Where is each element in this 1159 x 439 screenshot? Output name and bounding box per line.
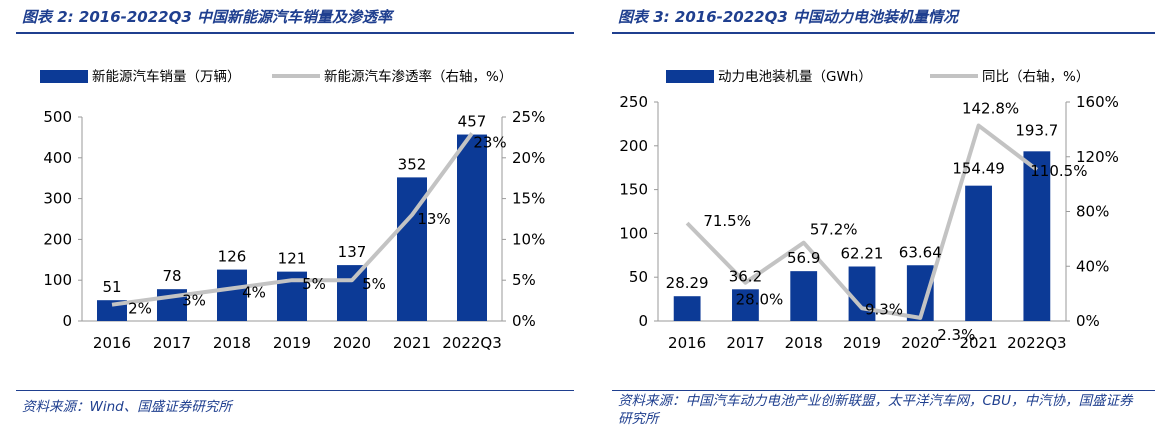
bar-value-label: 78: [162, 267, 181, 285]
source-note: 资料来源：中国汽车动力电池产业创新联盟，太平洋汽车网，CBU，中汽协，国盛证券研…: [618, 393, 1133, 427]
line-value-label: 2.3%: [937, 326, 975, 344]
y2-tick-label: 0%: [512, 312, 536, 330]
bar: [673, 296, 701, 321]
line-value-label: 3%: [182, 292, 206, 310]
bar-value-label: 56.9: [787, 249, 820, 267]
bar-value-label: 193.7: [1015, 121, 1058, 139]
bar-value-label: 36.2: [729, 267, 762, 285]
legend-bar-swatch: [40, 70, 88, 83]
y-tick-label: 0: [638, 312, 648, 330]
bar: [457, 134, 487, 321]
x-tick-label: 2020: [333, 334, 371, 352]
legend-line-label: 新能源汽车渗透率（右轴，%）: [324, 68, 512, 85]
x-tick-label: 2021: [959, 334, 997, 352]
line-value-label: 13%: [417, 210, 450, 228]
series-line: [111, 132, 474, 307]
x-tick-label: 2017: [726, 334, 764, 352]
x-tick-label: 2016: [668, 334, 706, 352]
line-value-label: 9.3%: [865, 300, 903, 318]
line-value-label: 5%: [362, 275, 386, 293]
bar-value-label: 62.21: [841, 245, 884, 263]
x-tick-label: 2019: [273, 334, 311, 352]
bar-value-label: 51: [102, 278, 121, 296]
y-tick-label: 400: [43, 149, 72, 167]
legend-line-label: 同比（右轴，%）: [982, 69, 1089, 85]
y2-tick-label: 10%: [512, 230, 545, 248]
x-tick-label: 2022Q3: [1007, 334, 1067, 352]
bar-value-label: 28.29: [666, 274, 709, 292]
line-value-label: 28.0%: [736, 291, 784, 309]
y-tick-label: 150: [619, 181, 648, 199]
x-tick-label: 2016: [93, 334, 131, 352]
y2-tick-label: 40%: [1076, 257, 1109, 275]
x-tick-label: 2017: [153, 334, 191, 352]
y-tick-label: 100: [43, 271, 72, 289]
x-tick-label: 2021: [393, 334, 431, 352]
y-tick-label: 0: [62, 312, 72, 330]
line-value-label: 5%: [302, 275, 326, 293]
bar: [732, 289, 759, 321]
y-tick-label: 200: [43, 230, 72, 248]
sales-chart: 新能源汽车销量（万辆） 新能源汽车渗透率（右轴，%） 0 100 200 300 400 50…: [40, 68, 545, 352]
y-tick-label: 300: [43, 190, 72, 208]
legend-bar-swatch: [666, 70, 714, 83]
line-value-label: 57.2%: [810, 221, 858, 239]
bar-value-label: 63.64: [899, 243, 942, 261]
y2-tick-label: 160%: [1076, 93, 1119, 111]
y2-tick-label: 20%: [512, 149, 545, 167]
title-rule: [16, 32, 574, 34]
bar-value-label: 126: [218, 248, 247, 266]
line-value-label: 142.8%: [962, 100, 1019, 118]
x-tick-label: 2019: [843, 334, 881, 352]
source-rule: [16, 390, 574, 391]
y2-tick-label: 80%: [1076, 203, 1109, 221]
x-tick-label: 2020: [901, 334, 939, 352]
source-rule: [612, 390, 1155, 391]
bar-value-label: 121: [278, 250, 307, 268]
battery-chart: 动力电池装机量（GWh） 同比（右轴，%） 0 50 100 150 200 250 0% 40%…: [619, 69, 1119, 352]
source-note: 资料来源：Wind、国盛证券研究所: [22, 399, 232, 415]
line-value-label: 2%: [128, 300, 152, 318]
series-line: [685, 123, 1039, 320]
bar: [217, 269, 247, 321]
x-tick-label: 2018: [785, 334, 823, 352]
title-rule: [612, 32, 1155, 34]
y-tick-label: 200: [619, 137, 648, 155]
bar: [1023, 151, 1051, 321]
figure-title: 图表 3: 2016-2022Q3 中国动力电池装机量情况: [618, 8, 959, 26]
line-value-label: 71.5%: [703, 212, 751, 230]
y-tick-label: 50: [629, 268, 648, 286]
bar: [848, 266, 876, 321]
y-tick-label: 500: [43, 108, 72, 126]
y-tick-label: 250: [619, 93, 648, 111]
y-tick-label: 100: [619, 224, 648, 242]
figure-panel-right: 图表 3: 2016-2022Q3 中国动力电池装机量情况 动力电池装机量（GW…: [596, 0, 1159, 439]
bar-value-label: 154.49: [952, 160, 1005, 178]
y2-tick-label: 0%: [1076, 312, 1100, 330]
bar: [337, 265, 367, 321]
y2-tick-label: 15%: [512, 190, 545, 208]
bar-value-label: 137: [338, 243, 367, 261]
x-tick-label: 2018: [213, 334, 251, 352]
bar-value-label: 352: [398, 155, 427, 173]
bar: [790, 271, 818, 321]
bar: [965, 185, 992, 321]
figure-title: 图表 2: 2016-2022Q3 中国新能源汽车销量及渗透率: [22, 8, 393, 26]
x-tick-label: 2022Q3: [442, 334, 502, 352]
bar-value-label: 457: [458, 113, 487, 131]
line-value-label: 4%: [242, 283, 266, 301]
line-value-label: 110.5%: [1030, 162, 1087, 180]
legend-bar-label: 新能源汽车销量（万辆）: [92, 68, 241, 85]
line-value-label: 23%: [473, 133, 506, 151]
y2-tick-label: 120%: [1076, 148, 1119, 166]
y2-tick-label: 5%: [512, 271, 536, 289]
y2-tick-label: 25%: [512, 108, 545, 126]
legend-bar-label: 动力电池装机量（GWh）: [718, 69, 872, 85]
figure-panel-left: 图表 2: 2016-2022Q3 中国新能源汽车销量及渗透率 新能源汽车销量（…: [0, 0, 578, 439]
